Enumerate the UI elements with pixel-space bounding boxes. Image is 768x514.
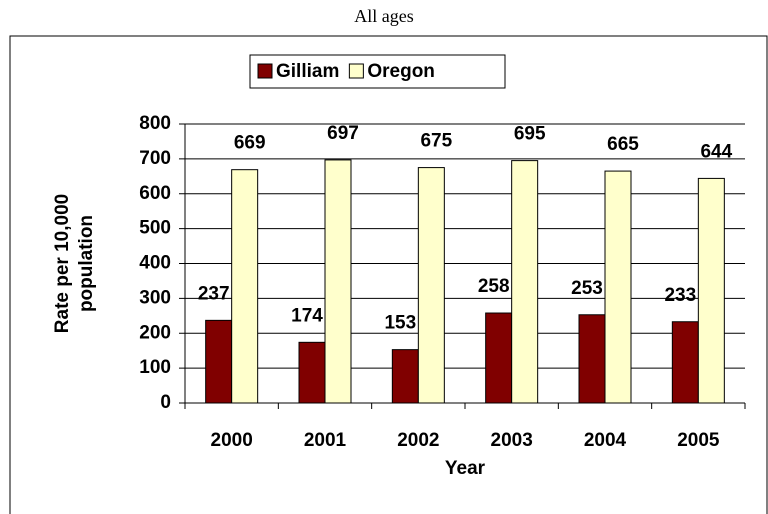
legend-swatch	[257, 63, 273, 79]
x-tick-label: 2002	[397, 430, 439, 451]
data-label: 697	[327, 123, 359, 144]
y-tick-label: 800	[139, 113, 171, 134]
y-tick-label: 300	[139, 287, 171, 308]
data-label: 669	[234, 133, 266, 154]
y-tick-label: 600	[139, 183, 171, 204]
chart-title: All ages	[354, 6, 413, 26]
x-tick-label: 2005	[677, 430, 720, 451]
bar	[697, 177, 725, 404]
y-tick-label: 700	[139, 148, 171, 169]
x-tick-label: 2003	[491, 430, 533, 451]
x-tick-label: 2004	[584, 430, 627, 451]
bar	[578, 314, 606, 404]
bar	[205, 319, 233, 404]
x-tick-label: 2000	[211, 430, 253, 451]
data-label: 153	[384, 313, 416, 334]
y-tick-label: 100	[139, 357, 171, 378]
data-label: 644	[700, 141, 732, 162]
data-label: 258	[478, 276, 510, 297]
bar	[391, 349, 419, 404]
x-tick-label: 2001	[304, 430, 347, 451]
bar	[604, 170, 632, 404]
bar	[417, 167, 445, 404]
x-axis-label: Year	[445, 458, 486, 479]
data-label: 253	[571, 278, 603, 299]
legend-swatch	[348, 63, 364, 79]
y-tick-label: 500	[139, 218, 171, 239]
data-label: 174	[291, 305, 323, 326]
legend-label: Gilliam	[276, 61, 339, 82]
data-label: 233	[664, 285, 696, 306]
y-tick-label: 200	[139, 322, 171, 343]
y-tick-label: 0	[160, 392, 171, 413]
bar	[231, 169, 259, 404]
bar	[511, 160, 539, 404]
data-label: 695	[514, 124, 546, 145]
data-label: 237	[198, 283, 230, 304]
data-label: 675	[420, 131, 452, 152]
data-label: 665	[607, 134, 639, 155]
bar	[298, 341, 326, 404]
bar	[485, 312, 513, 404]
y-axis-label: population	[76, 215, 97, 312]
legend-box	[249, 54, 506, 89]
y-axis-label: Rate per 10,000	[52, 194, 73, 333]
y-tick-label: 400	[139, 253, 171, 274]
bar	[324, 159, 352, 404]
frame	[9, 35, 768, 514]
legend-label: Oregon	[367, 61, 435, 82]
bar	[671, 321, 699, 404]
